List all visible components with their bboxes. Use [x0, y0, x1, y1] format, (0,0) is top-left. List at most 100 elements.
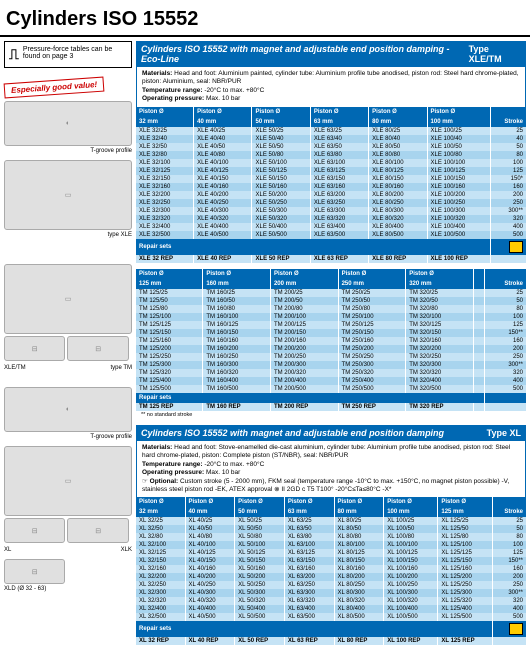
cell: XLE 40/300: [194, 207, 252, 215]
cell: XL 32/125: [136, 549, 185, 557]
cell: XLE 50/250: [252, 199, 310, 207]
table-row: TM 125/25TM 160/25TM 200/25TM 250/25TM 3…: [136, 289, 526, 297]
col-size: 63 mm: [284, 507, 334, 517]
cell: XLE 80/100: [369, 159, 427, 167]
cell: XL 32/500: [136, 613, 185, 621]
cell: XLE 63/250: [310, 199, 368, 207]
cell: XLE 32/500: [136, 231, 194, 239]
col-size: 160 mm: [203, 279, 271, 289]
cell: TM 160/50: [203, 297, 271, 305]
cell: 400: [492, 605, 526, 613]
section2-footnote: ** no standard stroke: [136, 411, 526, 419]
cell: XL 125/250: [438, 581, 492, 589]
cell: XLE 63/300: [310, 207, 368, 215]
product-image-xl: ▭: [4, 446, 132, 516]
col-size: 250 mm: [338, 279, 406, 289]
col-header: Piston Ø: [384, 497, 438, 507]
cell: XL 50/125: [235, 549, 285, 557]
cell: XL 40/300: [185, 589, 235, 597]
cell: 250: [485, 353, 526, 361]
cell: 80: [490, 151, 526, 159]
cell: XLE 100/25: [427, 127, 490, 135]
cell: XL 40/200: [185, 573, 235, 581]
table-row: XL 32/160XL 40/160XL 50/160XL 63/160XL 8…: [136, 565, 526, 573]
col-size: 63 mm: [310, 117, 368, 127]
col-header: Piston Ø: [136, 497, 185, 507]
cell: XL 32/160: [136, 565, 185, 573]
cell: XL 40 REP: [185, 637, 235, 645]
cell: 160: [492, 565, 526, 573]
cell: 125: [485, 321, 526, 329]
cell: XL 100/80: [384, 533, 438, 541]
cell: 125: [492, 549, 526, 557]
cell: [473, 313, 484, 321]
cell: XLE 63/100: [310, 159, 368, 167]
cell: XLE 80/500: [369, 231, 427, 239]
cell: XLE 80/300: [369, 207, 427, 215]
cell: XLE 32/100: [136, 159, 194, 167]
cell: XL 100/25: [384, 517, 438, 525]
cell: TM 160/200: [203, 345, 271, 353]
cell: XL 100/320: [384, 597, 438, 605]
cell: XLE 100/320: [427, 215, 490, 223]
cell: XLE 32/320: [136, 215, 194, 223]
product-image-tm-icon: ⊟: [67, 336, 128, 361]
cell: XLE 100/100: [427, 159, 490, 167]
cell: 200: [485, 345, 526, 353]
cell: TM 250/300: [338, 361, 406, 369]
table-row: XL 32/300XL 40/300XL 50/300XL 63/300XL 8…: [136, 589, 526, 597]
cell: XLE 80/80: [369, 151, 427, 159]
cell: 400: [485, 377, 526, 385]
cell: XL 32 REP: [136, 637, 185, 645]
cell: XLE 63/25: [310, 127, 368, 135]
cell: TM 200/150: [270, 329, 338, 337]
table-row: TM 125/125TM 160/125TM 200/125TM 250/125…: [136, 321, 526, 329]
cell: 320: [490, 215, 526, 223]
cell: XL 80/125: [334, 549, 384, 557]
table-row: XLE 32/160XLE 40/160XLE 50/160XLE 63/160…: [136, 183, 526, 191]
col-header: [473, 269, 484, 279]
cell: TM 320/300: [406, 361, 474, 369]
cell: XL 40/250: [185, 581, 235, 589]
cell: 100: [492, 541, 526, 549]
cell: XL 63/100: [284, 541, 334, 549]
cell: XLE 100/200: [427, 191, 490, 199]
cell: TM 250/160: [338, 337, 406, 345]
cell: 80: [492, 533, 526, 541]
cell: XLE 40/400: [194, 223, 252, 231]
cell: 250: [490, 199, 526, 207]
cell: 50: [485, 297, 526, 305]
cell: 320: [485, 369, 526, 377]
cell: 320: [492, 597, 526, 605]
cell: TM 320/250: [406, 353, 474, 361]
cell: 25: [492, 517, 526, 525]
product-image-xletm-icon: ⊟: [4, 336, 65, 361]
product-image-tgroove2: ◐: [4, 387, 132, 432]
cell: TM 125/160: [136, 337, 203, 345]
cell: 80: [485, 305, 526, 313]
cell: XLE 80/40: [369, 135, 427, 143]
cell: XL 32/250: [136, 581, 185, 589]
cell: XLE 50/100: [252, 159, 310, 167]
cell: XLE 40/160: [194, 183, 252, 191]
cell: TM 160/300: [203, 361, 271, 369]
cell: XL 125/50: [438, 525, 492, 533]
cell: XLE 100/50: [427, 143, 490, 151]
cell: TM 250/320: [338, 369, 406, 377]
cell: XLE 40/200: [194, 191, 252, 199]
cell: [473, 403, 484, 411]
cell: XL 80/500: [334, 613, 384, 621]
cell: XLE 50/50: [252, 143, 310, 151]
table-row: XL 32/50XL 40/50XL 50/50XL 63/50XL 80/50…: [136, 525, 526, 533]
cell: TM 250/400: [338, 377, 406, 385]
cell: 500: [490, 231, 526, 239]
table-row: XLE 32/25XLE 40/25XLE 50/25XLE 63/25XLE …: [136, 127, 526, 135]
cell: [473, 377, 484, 385]
cell: 25: [485, 289, 526, 297]
caption-xlk: XLK: [121, 547, 132, 553]
cell: XLE 80/400: [369, 223, 427, 231]
cell: TM 125/80: [136, 305, 203, 313]
product-image-xle: ▭: [4, 160, 132, 230]
cell: XLE 32/200: [136, 191, 194, 199]
cell: XLE 40/25: [194, 127, 252, 135]
